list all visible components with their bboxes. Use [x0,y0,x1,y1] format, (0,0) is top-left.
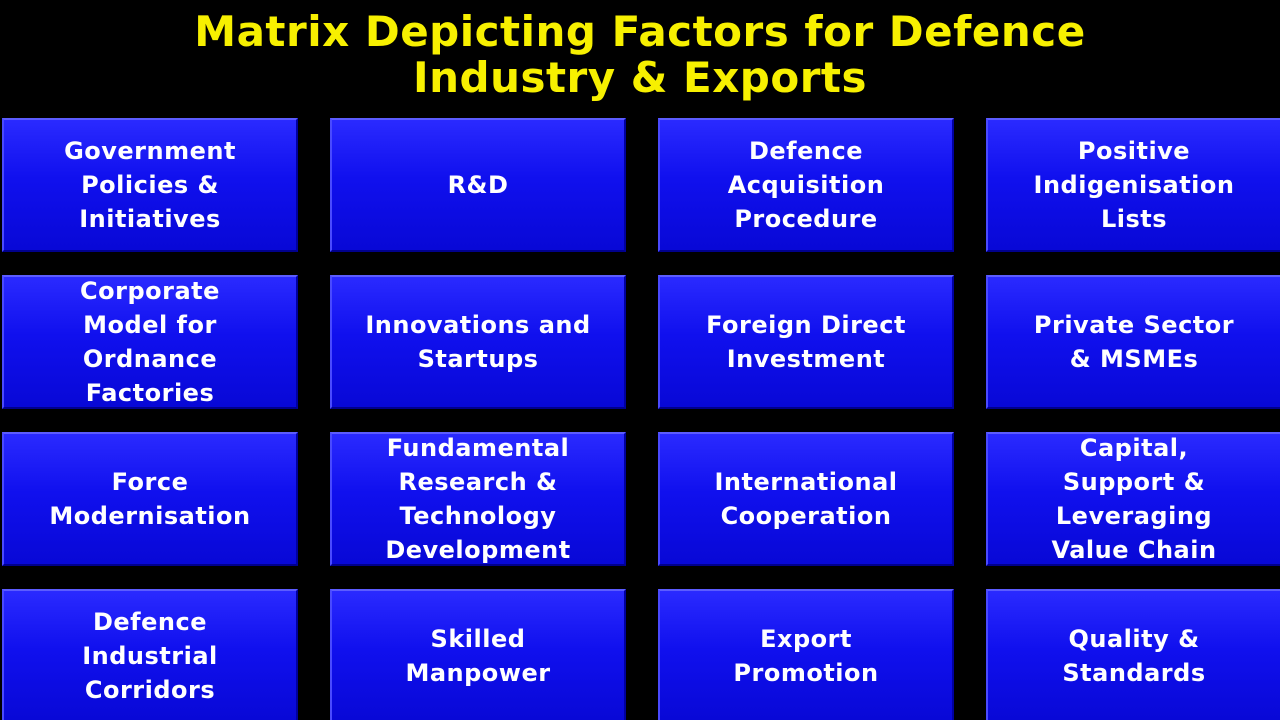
matrix-cell-corporate-model: Corporate Model for Ordnance Factories [2,275,298,409]
matrix-cell-defence-acquisition: Defence Acquisition Procedure [658,118,954,252]
matrix-cell-quality-standards: Quality & Standards [986,589,1280,720]
matrix-cell-skilled-manpower: Skilled Manpower [330,589,626,720]
matrix-cell-private-sector: Private Sector & MSMEs [986,275,1280,409]
factor-matrix: Government Policies & Initiatives R&D De… [0,118,1280,720]
matrix-cell-fundamental-research: Fundamental Research & Technology Develo… [330,432,626,566]
matrix-cell-force-modernisation: Force Modernisation [2,432,298,566]
matrix-cell-government-policies: Government Policies & Initiatives [2,118,298,252]
page-title: Matrix Depicting Factors for Defence Ind… [0,0,1280,110]
matrix-cell-industrial-corridors: Defence Industrial Corridors [2,589,298,720]
matrix-cell-capital-support: Capital, Support & Leveraging Value Chai… [986,432,1280,566]
title-line-2: Industry & Exports [412,53,868,102]
matrix-cell-international-cooperation: International Cooperation [658,432,954,566]
title-line-1: Matrix Depicting Factors for Defence [194,7,1086,56]
matrix-cell-rnd: R&D [330,118,626,252]
matrix-cell-positive-indigenisation: Positive Indigenisation Lists [986,118,1280,252]
matrix-cell-innovations-startups: Innovations and Startups [330,275,626,409]
matrix-cell-foreign-direct-investment: Foreign Direct Investment [658,275,954,409]
matrix-cell-export-promotion: Export Promotion [658,589,954,720]
